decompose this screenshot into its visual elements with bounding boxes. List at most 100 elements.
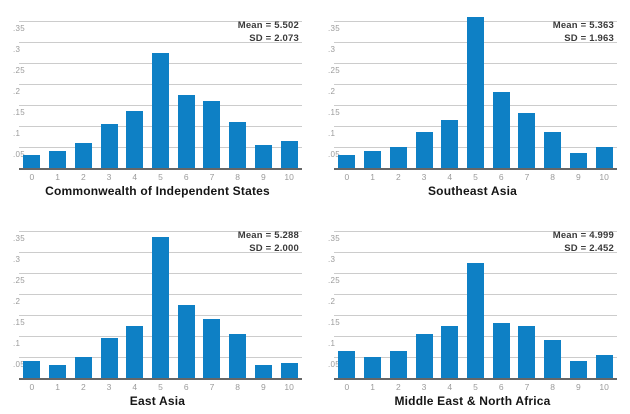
plot-area: Mean = 5.502 SD = 2.073 .05 .1 .15 .2 .25 .3.… [13, 14, 302, 170]
mean-label: Mean = 5.288 [237, 230, 299, 241]
bar-7 [518, 113, 536, 168]
x-axis-tick-labels: 0 1 2 3 4 5 6 7 8 9 10 [19, 172, 302, 183]
y-axis-tick-label: .25 [328, 276, 341, 285]
x-axis-tick-label: 6 [498, 172, 504, 182]
y-axis-tick-label: .3 [328, 255, 336, 264]
chart-commonwealth-of-independent-states: Mean = 5.502 SD = 2.073 .05 .1 .15 .2 .25 .3.… [0, 0, 315, 207]
y-axis-tick-label: .3 [328, 45, 336, 54]
x-axis-tick-label: 0 [29, 172, 35, 182]
chart-east-asia: Mean = 5.288 SD = 2.000 .05 .1 .15 .2 .25 .3.… [0, 207, 315, 413]
y-axis-tick-label: .05 [13, 360, 26, 369]
bar-5 [467, 262, 484, 378]
x-axis-tick-label: 10 [284, 172, 294, 182]
y-axis-tick-label: .1 [328, 129, 336, 138]
bar-0 [338, 350, 356, 378]
x-axis-tick-label: 5 [473, 172, 478, 182]
y-axis-tick-label: .25 [13, 66, 26, 75]
bar-7 [203, 319, 221, 378]
chart-title: Middle East & North Africa [394, 394, 551, 408]
y-axis-tick-label: .05 [13, 150, 26, 159]
y-axis-tick-label: .1 [13, 339, 21, 348]
x-axis-tick-label: 4 [447, 172, 453, 182]
bar-3 [100, 338, 118, 378]
y-axis-tick-label: .15 [13, 318, 26, 327]
y-axis-tick-label: .25 [13, 276, 26, 285]
bar-1 [49, 365, 67, 378]
x-axis-tick-label: 8 [550, 382, 556, 392]
x-axis-tick-label: 6 [183, 382, 189, 392]
bar-9 [254, 365, 272, 378]
x-axis-tick-label: 2 [395, 382, 401, 392]
x-axis-tick-labels: 0 1 2 3 4 5 6 7 8 9 10 [334, 382, 617, 393]
x-axis-tick-label: 3 [421, 382, 427, 392]
bar-10 [280, 363, 298, 378]
x-axis-tick-label: 9 [576, 172, 581, 182]
x-axis-tick-label: 8 [235, 382, 241, 392]
bar-2 [389, 350, 407, 378]
bar-6 [492, 323, 510, 378]
bar-2 [389, 147, 407, 168]
x-axis-tick-label: 8 [235, 172, 241, 182]
bar-4 [441, 119, 459, 168]
bar-0 [338, 155, 356, 168]
bar-9 [254, 144, 272, 168]
bar-2 [74, 357, 92, 378]
y-axis-tick-label: .35 [328, 24, 341, 33]
bar-10 [280, 140, 298, 168]
x-axis-tick-label: 4 [447, 382, 453, 392]
bar-0 [23, 361, 41, 378]
x-axis-tick-label: 1 [370, 382, 375, 392]
y-axis-tick-label: .25 [328, 66, 341, 75]
plot-area: Mean = 5.363 SD = 1.963 .05 .1 .15 .2 .25 .3.… [328, 14, 617, 170]
bar-8 [544, 132, 562, 168]
plot-area: Mean = 5.288 SD = 2.000 .05 .1 .15 .2 .25 .3.… [13, 224, 302, 380]
bar-1 [364, 357, 382, 378]
bar-3 [415, 333, 433, 378]
gridline [334, 231, 617, 232]
x-axis-tick-label: 5 [158, 382, 163, 392]
gridline [334, 252, 617, 253]
x-axis-tick-label: 8 [550, 172, 556, 182]
mean-label: Mean = 4.999 [552, 230, 614, 241]
y-axis-tick-label: .35 [328, 234, 341, 243]
chart-title: East Asia [129, 394, 186, 408]
bar-6 [492, 92, 510, 168]
x-axis-tick-labels: 0 1 2 3 4 5 6 7 8 9 10 [334, 172, 617, 183]
bar-7 [203, 100, 221, 168]
bar-8 [229, 121, 247, 168]
stats-annotation: Mean = 4.999 SD = 2.452 [553, 229, 614, 255]
x-axis-tick-label: 4 [132, 172, 138, 182]
y-axis-tick-label: .05 [328, 150, 341, 159]
chart-southeast-asia: Mean = 5.363 SD = 1.963 .05 .1 .15 .2 .25 .3.… [315, 0, 630, 207]
gridline [19, 42, 302, 43]
x-axis-tick-label: 9 [576, 382, 581, 392]
stats-annotation: Mean = 5.502 SD = 2.073 [238, 19, 299, 45]
y-axis-tick-label: .3 [13, 255, 21, 264]
stats-annotation: Mean = 5.363 SD = 1.963 [553, 19, 614, 45]
stats-annotation: Mean = 5.288 SD = 2.000 [238, 229, 299, 255]
bar-9 [569, 153, 587, 168]
y-axis-tick-label: .2 [13, 87, 21, 96]
x-axis-tick-label: 2 [80, 382, 86, 392]
y-axis-tick-label: .2 [328, 87, 336, 96]
x-axis-tick-label: 4 [132, 382, 138, 392]
x-axis-tick-label: 3 [106, 172, 112, 182]
bar-7 [518, 325, 536, 378]
x-axis-tick-label: 7 [209, 172, 215, 182]
bar-6 [177, 94, 195, 168]
bar-4 [441, 325, 459, 378]
x-axis-tick-label: 10 [599, 382, 609, 392]
y-axis-tick-label: .3 [13, 45, 21, 54]
chart-title: Southeast Asia [427, 184, 518, 198]
y-axis-tick-label: .1 [328, 339, 336, 348]
x-axis-tick-label: 9 [261, 172, 266, 182]
x-axis-tick-label: 3 [421, 172, 427, 182]
x-axis-tick-label: 0 [29, 382, 35, 392]
x-axis-tick-label: 0 [344, 382, 350, 392]
bar-9 [569, 361, 587, 378]
x-axis-tick-label: 3 [106, 382, 112, 392]
bar-0 [23, 155, 41, 168]
bar-8 [544, 340, 562, 378]
x-axis-tick-label: 10 [284, 382, 294, 392]
